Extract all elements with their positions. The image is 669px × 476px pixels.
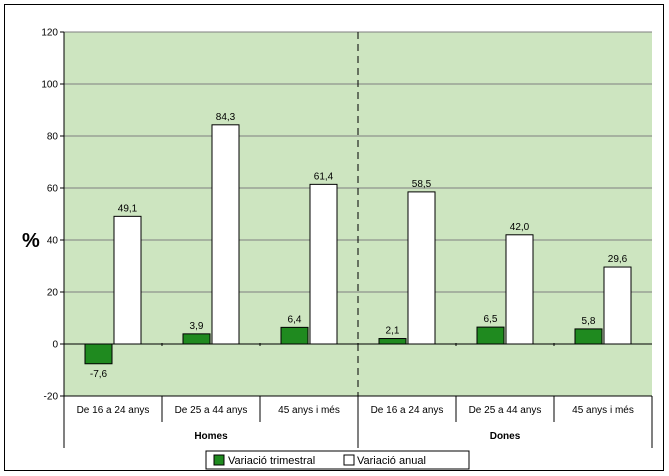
bar-anual	[309, 183, 338, 345]
data-label-anual: 61,4	[314, 171, 334, 182]
category-label: De 16 a 24 anys	[371, 405, 444, 416]
y-tick-label: 0	[52, 340, 58, 351]
bar-trimestral	[378, 338, 407, 345]
y-tick-label: 120	[41, 28, 58, 39]
axes: -20 0 20 40 60 80 100 120 De 16 a 24 anys De 25 a…	[41, 28, 653, 448]
legend-swatch-trimestral	[213, 454, 225, 466]
bar-anual	[505, 234, 534, 345]
bar-anual	[211, 124, 240, 345]
category-label: De 25 a 44 anys	[175, 405, 248, 416]
data-label-trimestral: 3,9	[190, 321, 204, 332]
y-tick-label: 80	[47, 132, 59, 143]
y-tick-label: 60	[47, 184, 59, 195]
legend-label-anual: Variació anual	[357, 455, 426, 467]
y-tick-label: -20	[44, 392, 59, 403]
group-label: Dones	[490, 431, 521, 442]
y-tick-label: 20	[47, 288, 59, 299]
category-label: 45 anys i més	[572, 405, 634, 416]
data-label-anual: 29,6	[608, 254, 628, 265]
data-labels: -7,6 49,1 3,9 84,3 6,4 61,4 2,1 58,5 6,5 42,0 5,8 2…	[90, 112, 628, 380]
bars	[84, 124, 632, 365]
data-label-trimestral: -7,6	[90, 369, 108, 380]
legend-swatch-anual	[343, 454, 355, 466]
data-label-anual: 49,1	[118, 203, 138, 214]
data-label-anual: 58,5	[412, 179, 432, 190]
legend: Variació trimestral Variació anual	[205, 450, 470, 470]
bar-trimestral	[574, 328, 603, 345]
bar-trimestral	[280, 326, 309, 345]
bar-anual	[407, 191, 436, 345]
data-label-trimestral: 5,8	[582, 316, 596, 327]
y-axis-label: %	[22, 230, 40, 252]
category-label: De 25 a 44 anys	[469, 405, 542, 416]
group-label: Homes	[194, 431, 228, 442]
data-label-anual: 84,3	[216, 112, 236, 123]
bar-anual	[603, 266, 632, 345]
data-label-trimestral: 2,1	[386, 326, 400, 337]
data-label-anual: 42,0	[510, 222, 530, 233]
y-tick-label: 100	[41, 80, 58, 91]
bar-trimestral	[84, 343, 113, 365]
bar-anual	[113, 215, 142, 345]
category-label: 45 anys i més	[278, 405, 340, 416]
legend-box	[205, 450, 470, 470]
category-label: De 16 a 24 anys	[77, 405, 150, 416]
bar-trimestral	[182, 333, 211, 345]
bar-trimestral	[476, 326, 505, 345]
y-tick-label: 40	[47, 236, 59, 247]
data-label-trimestral: 6,4	[288, 314, 302, 325]
data-label-trimestral: 6,5	[484, 314, 498, 325]
legend-label-trimestral: Variació trimestral	[228, 455, 315, 467]
